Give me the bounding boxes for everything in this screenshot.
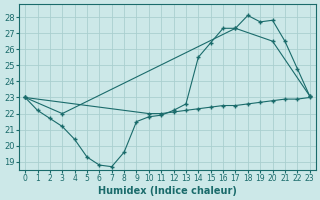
X-axis label: Humidex (Indice chaleur): Humidex (Indice chaleur) [98,186,237,196]
